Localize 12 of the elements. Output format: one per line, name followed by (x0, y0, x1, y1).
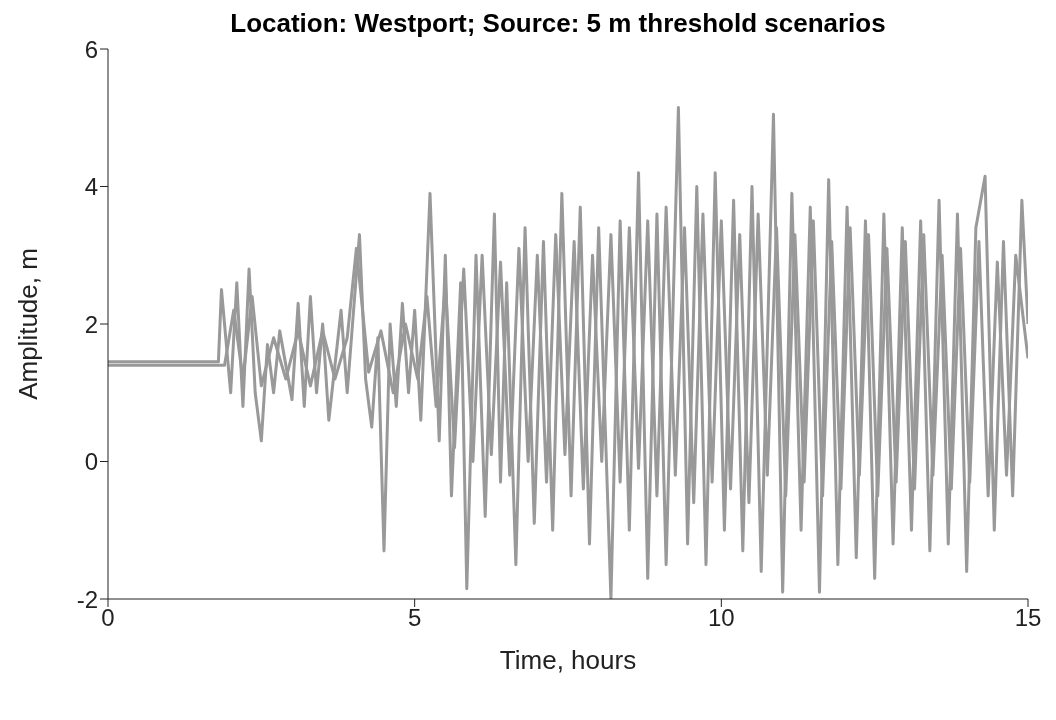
y-tick-label: 4 (84, 173, 98, 201)
y-tick-label: 0 (84, 448, 98, 476)
x-tick-label: 10 (707, 604, 735, 632)
x-tick-label: 0 (101, 604, 115, 632)
x-tick-label: 15 (1014, 604, 1042, 632)
chart-title: Location: Westport; Source: 5 m threshold scenarios (230, 8, 886, 38)
x-axis-title: Time, hours (499, 645, 637, 675)
y-tick-label: -2 (76, 585, 98, 613)
y-tick-label: 2 (84, 310, 98, 338)
y-axis-title: Amplitude, m (13, 248, 44, 400)
y-tick-label: 6 (84, 35, 98, 63)
x-tick-label: 5 (407, 604, 422, 632)
